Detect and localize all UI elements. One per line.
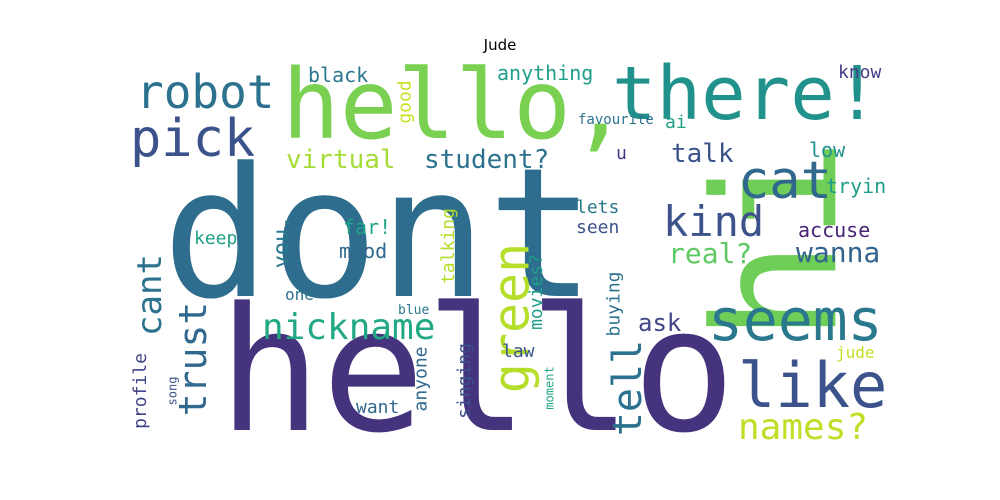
word-ai: ai [665,112,687,133]
word-talking: talking [437,208,459,284]
word-moment: moment [542,366,557,410]
word-trust: trust [171,301,216,417]
word-nickname: nickname [262,307,436,348]
word-seen: seen [576,217,620,238]
word-profile: profile [129,353,151,429]
word-law: law [502,341,535,362]
chart-title: Jude [483,36,517,54]
word-buying: buying [603,271,625,337]
word-want: want [356,397,400,418]
word-favourite: favourite [578,112,654,128]
word-keep: keep [194,228,238,249]
word-blue: blue [398,303,430,318]
word-like: like [738,349,888,422]
word-know: know [838,62,882,83]
word-robot: robot [136,65,275,119]
word-low: low [809,138,846,162]
word-ask: ask [638,309,682,337]
word-kind: kind [663,197,765,246]
word-hello: hello [218,270,736,471]
word-there: there! [612,51,880,137]
word-singing: singing [453,343,475,419]
word-hello-comma: hello, [282,49,629,161]
word-you: you. [269,215,295,269]
word-song: song [165,376,180,406]
word-names: names? [738,407,869,448]
word-jude: jude [836,343,875,362]
word-student: student? [424,145,550,175]
word-anyone: anyone [410,346,432,412]
word-tell: tell [605,339,652,437]
word-cloud: dont hello hello, there! hi robot pick c… [129,49,900,457]
word-good: good [394,80,416,124]
word-accuse: accuse [798,218,871,242]
word-talk: talk [671,139,734,169]
word-virtual: virtual [286,145,396,175]
word-pick: pick [130,109,256,169]
word-real: real? [668,237,753,270]
word-one: one [285,285,314,304]
word-cant: cant [129,254,170,336]
word-cat: cat [738,151,832,211]
word-black: black [308,63,369,87]
word-mood: mood [339,239,388,263]
word-wanna: wanna [796,236,881,269]
word-far: far! [343,215,392,239]
word-lets: lets [576,197,620,218]
word-movies: movies? [525,254,547,330]
word-seems: seems [708,286,883,354]
word-u: u [616,143,627,164]
word-tryin: tryin [826,174,887,198]
word-dont: dont [162,130,596,339]
word-anything: anything [497,61,594,85]
